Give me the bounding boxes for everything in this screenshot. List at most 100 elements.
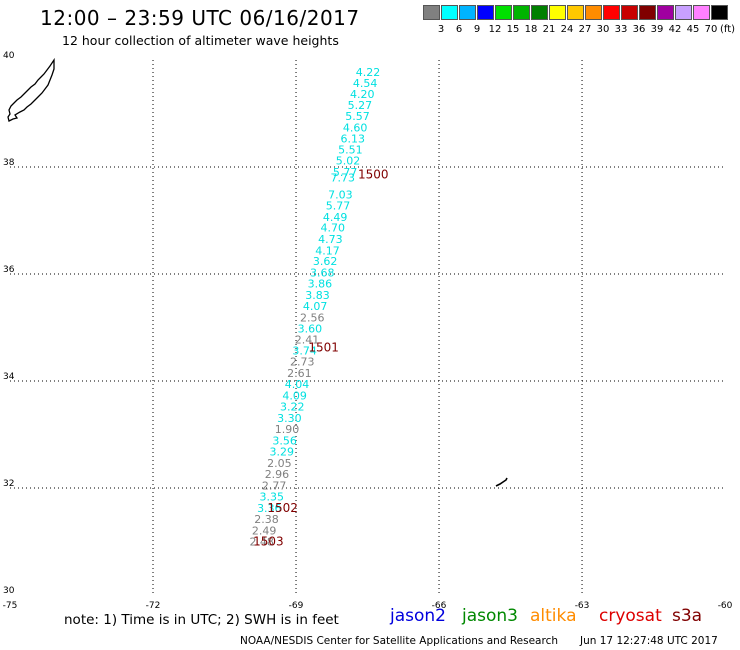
legend-label: 70	[704, 24, 718, 35]
satellite-jason2: jason2	[390, 606, 446, 626]
legend-swatch	[603, 5, 620, 20]
swh-value: 3.74	[292, 345, 317, 358]
swh-value: 2.61	[287, 367, 312, 380]
satellite-cryosat: cryosat	[599, 606, 662, 626]
swh-value: 5.02	[336, 155, 361, 168]
swh-value: 3.56	[272, 434, 297, 447]
legend-label: 9	[473, 24, 481, 35]
legend-swatch	[621, 5, 638, 20]
coastline	[7, 57, 508, 487]
swh-value: 5.57	[345, 110, 370, 123]
legend-label: 42	[668, 24, 682, 35]
swh-value: 7.03	[328, 188, 353, 201]
swh-value: 5.51	[338, 143, 363, 156]
swh-value: 4.04	[285, 378, 310, 391]
swh-value: 4.49	[323, 211, 348, 224]
legend-swatch	[441, 5, 458, 20]
legend-swatch	[513, 5, 530, 20]
map-title: 12:00 – 23:59 UTC 06/16/2017	[40, 6, 360, 30]
swh-value: 2.41	[295, 333, 320, 346]
footer-timestamp: Jun 17 12:27:48 UTC 2017	[580, 635, 718, 647]
latitude-label: 36	[3, 265, 15, 275]
legend-label: 36	[632, 24, 646, 35]
swh-value: 3.83	[305, 289, 330, 302]
longitude-label: -72	[146, 601, 161, 611]
swh-value: 3.35	[259, 491, 284, 504]
swh-value: 3.36	[257, 502, 282, 515]
legend-swatch	[459, 5, 476, 20]
latitude-label: 32	[3, 479, 14, 489]
swh-value: 5.77	[326, 200, 351, 213]
swh-value: 4.17	[315, 244, 340, 257]
latitude-label: 34	[3, 372, 15, 382]
swh-value: 2.96	[265, 468, 290, 481]
swh-value: 4.20	[350, 88, 375, 101]
time-marker: 1502	[267, 501, 298, 515]
legend-label: 15	[506, 24, 520, 35]
swh-value: 4.70	[320, 221, 345, 234]
swh-value: 4.09	[282, 389, 307, 402]
legend-swatch	[477, 5, 494, 20]
latitude-label: 40	[3, 51, 15, 61]
legend-swatch	[693, 5, 710, 20]
swh-value: 5.77	[333, 166, 358, 179]
swh-value: 5.27	[348, 99, 373, 112]
longitude-label: -63	[575, 601, 590, 611]
legend-swatch	[423, 5, 440, 20]
swh-value: 2.56	[300, 311, 325, 324]
swh-value: 4.54	[353, 77, 378, 90]
swh-observations: 4.224.544.205.275.574.606.135.515.025.77…	[249, 66, 380, 549]
satellite-altika: altika	[530, 606, 577, 626]
swh-value: 3.22	[280, 401, 305, 414]
swh-value: 2.05	[267, 457, 292, 470]
time-marker: 1501	[308, 340, 339, 354]
swh-value: 3.62	[313, 255, 338, 268]
swh-value: 2.48	[249, 536, 274, 549]
footer-note: note: 1) Time is in UTC; 2) SWH is in fe…	[64, 612, 339, 628]
time-marker: 1503	[253, 535, 284, 549]
legend-label: 18	[524, 24, 538, 35]
legend-label: 45	[686, 24, 700, 35]
legend-swatch	[549, 5, 566, 20]
swh-value: 2.38	[254, 513, 279, 526]
legend-swatch	[711, 5, 728, 20]
swh-value: 2.77	[262, 479, 287, 492]
legend-label: 33	[614, 24, 628, 35]
time-marker: 1500	[358, 167, 389, 181]
legend-swatch	[495, 5, 512, 20]
legend-swatch	[657, 5, 674, 20]
legend-label: 6	[455, 24, 463, 35]
latitude-label: 30	[3, 586, 15, 596]
swh-value: 4.60	[343, 121, 368, 134]
swh-value: 4.22	[356, 66, 381, 79]
swh-value: 4.73	[318, 233, 343, 246]
swh-value: 3.29	[269, 446, 294, 459]
swh-value: 3.30	[277, 412, 302, 425]
footer-credit: NOAA/NESDIS Center for Satellite Applica…	[240, 635, 558, 647]
latitude-label: 38	[3, 158, 15, 168]
coastline-bermuda	[495, 477, 508, 487]
longitude-label: -69	[289, 601, 304, 611]
longitude-label: -66	[432, 601, 447, 611]
legend-label: 3	[437, 24, 445, 35]
time-markers: 1500 1501 1502 1503	[253, 167, 388, 548]
swh-value: 2.73	[290, 356, 315, 369]
swh-value: 3.86	[308, 278, 333, 291]
legend-label: 30	[596, 24, 610, 35]
swh-value: 4.07	[303, 300, 328, 313]
swh-value: 2.49	[252, 524, 277, 537]
legend-label: 27	[578, 24, 592, 35]
coastline-north-america	[7, 57, 55, 122]
legend-swatch	[531, 5, 548, 20]
swh-value: 1.90	[275, 423, 300, 436]
longitude-label: -75	[3, 601, 18, 611]
satellite-jason3: jason3	[462, 606, 518, 626]
legend-swatch	[639, 5, 656, 20]
swh-value: 3.60	[298, 323, 323, 336]
swh-value: 7.73	[330, 172, 355, 185]
legend-unit: (ft)	[720, 24, 736, 35]
legend-swatch	[585, 5, 602, 20]
legend-label: 21	[542, 24, 556, 35]
legend-label: 24	[560, 24, 574, 35]
